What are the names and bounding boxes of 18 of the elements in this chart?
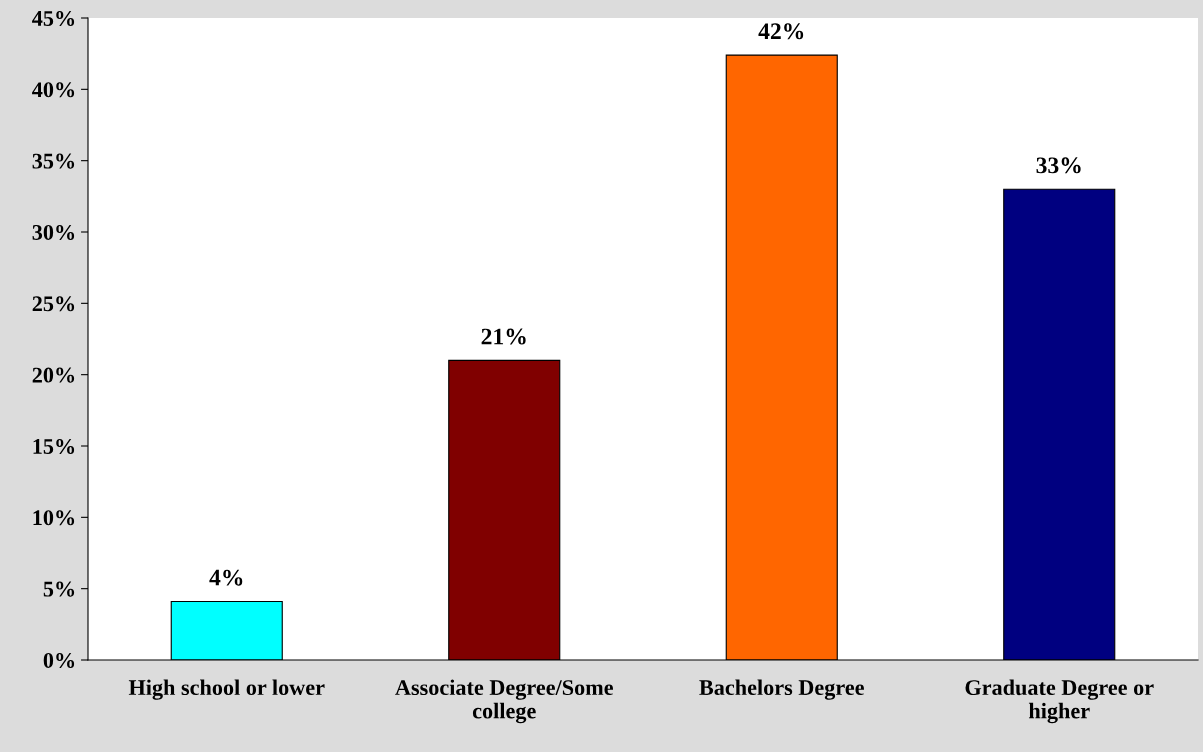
y-tick-label: 15% bbox=[33, 438, 75, 454]
y-tick-label: 20% bbox=[32, 367, 75, 383]
x-tick-label: Graduate Degree or higher bbox=[965, 679, 1154, 724]
data-label: 42% bbox=[758, 23, 804, 40]
y-tick-label: 45% bbox=[32, 10, 75, 26]
x-tick-label: Bachelors Degree bbox=[699, 679, 864, 700]
y-tick-label: 5% bbox=[43, 581, 75, 597]
y-tick-label: 35% bbox=[32, 153, 75, 169]
data-label: 33% bbox=[1036, 157, 1081, 174]
y-tick-label: 25% bbox=[32, 296, 75, 312]
y-tick-label: 30% bbox=[32, 224, 75, 240]
data-label: 4% bbox=[209, 569, 243, 586]
y-tick-label: 40% bbox=[32, 82, 75, 98]
x-tick-label: Associate Degree/Some college bbox=[395, 679, 613, 724]
data-label: 21% bbox=[481, 328, 526, 345]
y-tick-label: 10% bbox=[33, 510, 75, 526]
x-tick-label: High school or lower bbox=[128, 679, 325, 700]
y-tick-label: 0% bbox=[43, 652, 75, 668]
